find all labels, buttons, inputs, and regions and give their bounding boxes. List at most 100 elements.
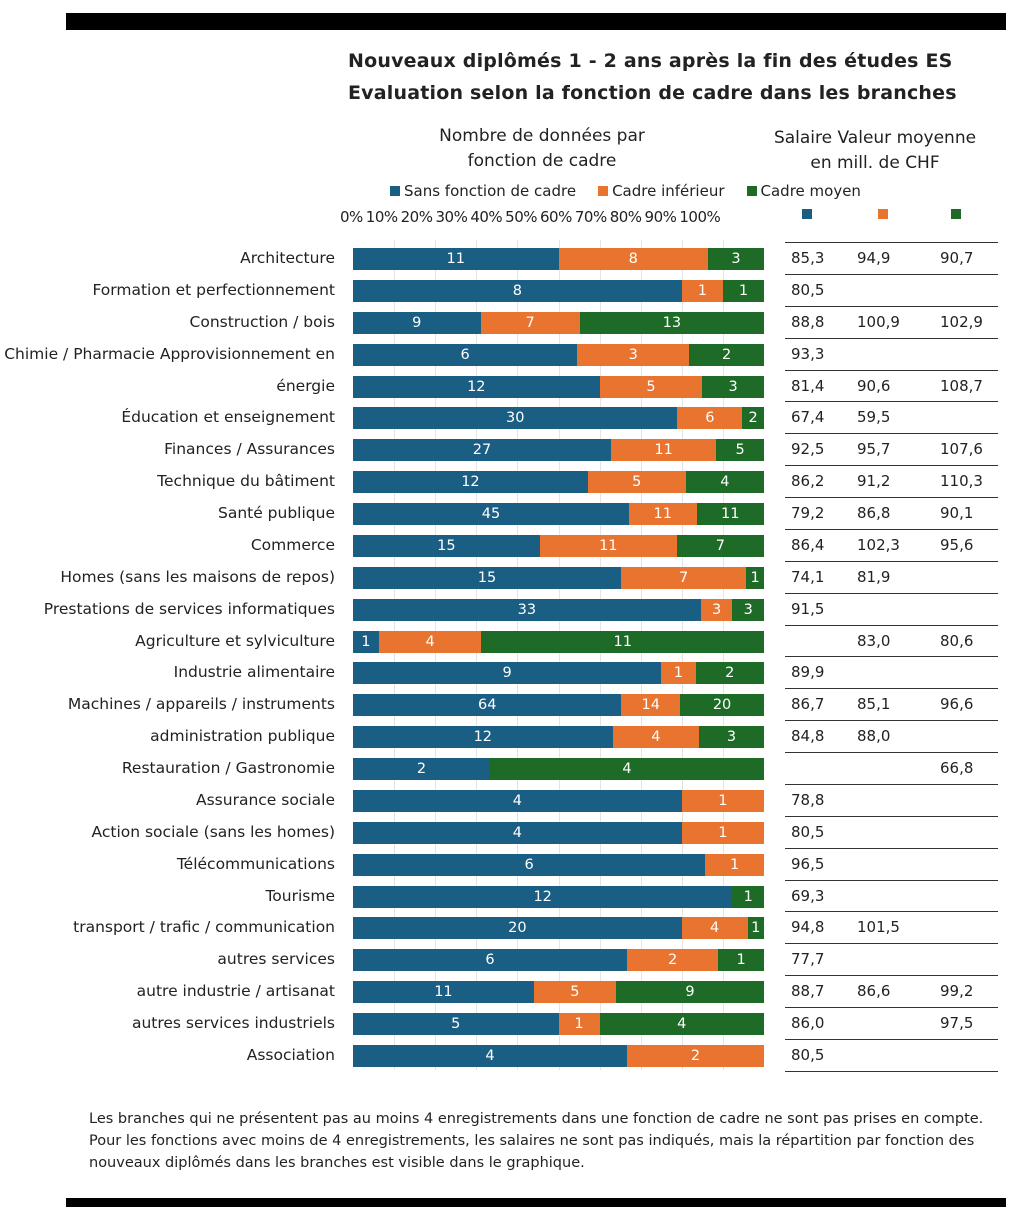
category-label: Agriculture et sylviculture — [135, 631, 335, 650]
salary-cell: 85,1 — [857, 695, 891, 714]
bar-sans-cadre: 6 — [353, 343, 578, 366]
x-tick-label: 20% — [400, 208, 433, 226]
bottom-rule — [66, 1198, 1006, 1207]
legend-item-moyen: Cadre moyen — [746, 182, 861, 200]
table-header: Salaire Valeur moyenne en mill. de CHF — [760, 126, 990, 176]
category-label: autres services — [217, 950, 335, 969]
bar-sans-cadre: 1 — [353, 630, 379, 653]
legend-label: Sans fonction de cadre — [404, 182, 577, 200]
col-marker-inferieur — [878, 209, 888, 219]
salary-cell: 80,6 — [940, 631, 974, 650]
table-rule — [785, 975, 998, 977]
table-rule — [785, 688, 998, 690]
table-header-line-1: Salaire Valeur moyenne — [773, 128, 977, 148]
bar-sans-cadre: 15 — [353, 566, 622, 589]
salary-cell: 110,3 — [940, 472, 983, 491]
col-marker-moyen — [951, 209, 961, 219]
legend-item-sans: Sans fonction de cadre — [390, 182, 576, 200]
salary-cell: 78,8 — [791, 790, 825, 809]
bar-cadre-inferieur: 3 — [577, 343, 690, 366]
bar-sans-cadre: 5 — [353, 1013, 559, 1036]
salary-cell: 74,1 — [791, 567, 825, 586]
x-axis-ticks: 0% 10% 20% 30% 40% 50% 60% 70% 80% 90% 100% — [340, 208, 721, 226]
category-label: Assurance sociale — [196, 790, 335, 809]
salary-cell: 108,7 — [940, 376, 983, 395]
gridline — [640, 240, 642, 1070]
chart-header-line-2: fonction de cadre — [467, 151, 617, 171]
salary-cell: 99,2 — [940, 982, 974, 1001]
salary-cell: 107,6 — [940, 440, 983, 459]
bar-sans-cadre: 6 — [353, 853, 706, 876]
bar-cadre-moyen: 2 — [695, 662, 764, 685]
table-rule — [785, 465, 998, 467]
bar-cadre-moyen: 20 — [680, 694, 764, 717]
salary-cell: 91,2 — [857, 472, 891, 491]
salary-cell: 93,3 — [791, 344, 825, 363]
table-rule — [785, 273, 998, 275]
salary-cell: 86,8 — [857, 504, 891, 523]
bar-sans-cadre: 9 — [353, 662, 662, 685]
bar-sans-cadre: 11 — [353, 981, 534, 1004]
category-label: administration publique — [150, 727, 335, 746]
bar-cadre-moyen: 7 — [676, 534, 764, 557]
salary-cell: 80,5 — [791, 280, 825, 299]
bar-cadre-inferieur: 6 — [677, 407, 743, 430]
table-rule — [785, 1007, 998, 1009]
salary-cell: 79,2 — [791, 504, 825, 523]
table-header-line-2: en mill. de CHF — [810, 153, 940, 173]
bar-cadre-inferieur: 7 — [621, 566, 747, 589]
salary-cell: 86,2 — [791, 472, 825, 491]
category-label: Association — [246, 1046, 335, 1064]
salary-cell: 88,0 — [857, 727, 891, 746]
category-label: Restauration / Gastronomie — [121, 759, 335, 778]
legend-label: Cadre moyen — [760, 182, 861, 200]
gridline — [558, 240, 560, 1070]
x-tick-label: 40% — [470, 208, 503, 226]
category-label: Architecture — [240, 249, 335, 267]
bar-cadre-moyen: 1 — [746, 566, 764, 589]
salary-cell: 86,6 — [857, 982, 891, 1001]
bar-sans-cadre: 6 — [353, 949, 627, 972]
bar-cadre-inferieur: 1 — [681, 789, 764, 812]
category-label: Homes (sans les maisons de repos) — [60, 567, 335, 586]
bar-cadre-moyen: 5 — [716, 439, 764, 462]
bar-sans-cadre: 12 — [353, 375, 600, 398]
bar-cadre-moyen: 2 — [742, 407, 764, 430]
category-label: Télécommunications — [176, 854, 335, 873]
x-tick-label: 10% — [365, 208, 398, 226]
table-rule — [785, 497, 998, 499]
category-label: transport / trafic / communication — [73, 918, 335, 937]
gridline — [517, 240, 519, 1070]
bar-cadre-inferieur: 1 — [558, 1013, 600, 1036]
bar-cadre-inferieur: 2 — [627, 1045, 764, 1067]
category-label: Commerce — [250, 535, 335, 554]
category-label: Éducation et enseignement — [121, 408, 335, 427]
bar-sans-cadre: 2 — [353, 758, 490, 781]
salary-cell: 97,5 — [940, 1014, 974, 1033]
salary-cell: 94,8 — [791, 918, 825, 937]
bar-sans-cadre: 4 — [353, 789, 682, 812]
salary-cell: 83,0 — [857, 631, 891, 650]
salary-cell: 66,8 — [940, 759, 974, 778]
category-label: Machines / appareils / instruments — [67, 695, 335, 714]
bar-sans-cadre: 45 — [353, 503, 630, 526]
bar-cadre-inferieur: 5 — [533, 981, 617, 1004]
bar-cadre-inferieur: 14 — [621, 694, 681, 717]
top-rule — [66, 13, 1006, 30]
legend-label: Cadre inférieur — [612, 182, 725, 200]
bar-cadre-inferieur: 4 — [612, 726, 700, 749]
bar-cadre-inferieur: 8 — [558, 248, 708, 270]
bar-sans-cadre: 64 — [353, 694, 622, 717]
category-label: Construction / bois — [189, 312, 335, 331]
bar-sans-cadre: 11 — [353, 248, 559, 270]
bar-cadre-inferieur: 1 — [661, 662, 696, 685]
salary-cell: 86,7 — [791, 695, 825, 714]
table-rule — [785, 242, 998, 243]
category-label: Finances / Assurances — [164, 440, 335, 459]
bar-cadre-moyen: 1 — [732, 885, 764, 908]
category-label: Technique du bâtiment — [157, 472, 335, 491]
salary-cell: 102,9 — [940, 312, 983, 331]
table-rule — [785, 337, 998, 339]
bar-cadre-moyen: 1 — [722, 279, 764, 302]
